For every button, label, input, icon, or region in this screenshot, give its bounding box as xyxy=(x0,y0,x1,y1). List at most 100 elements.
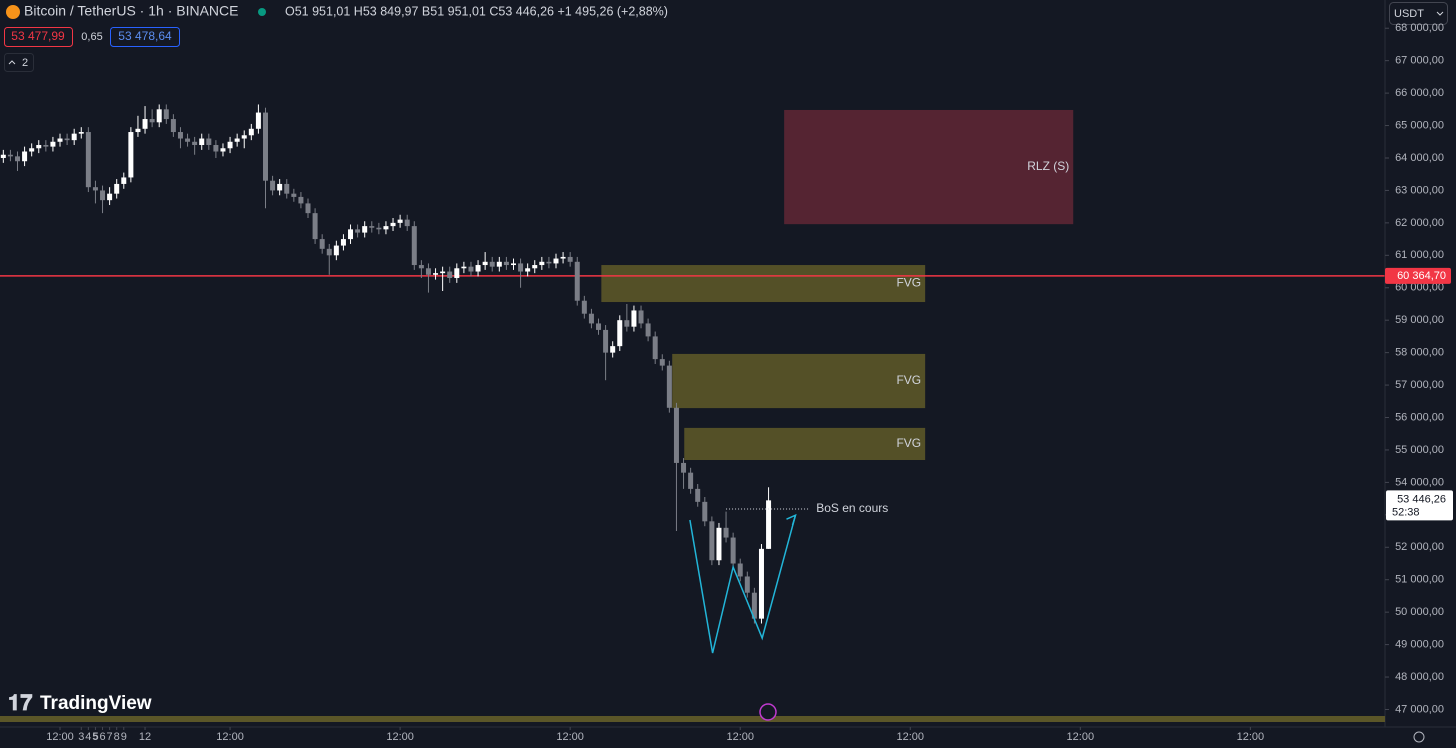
candle-body xyxy=(631,310,637,327)
candle-body xyxy=(234,138,240,142)
candle-body xyxy=(376,227,382,230)
last-price-label: 53 446,26 xyxy=(1397,493,1446,505)
candle-body xyxy=(319,239,325,249)
candle-body xyxy=(262,112,268,181)
candle-body xyxy=(369,226,375,228)
candle-body xyxy=(163,109,169,120)
brand: TradingView xyxy=(40,693,152,714)
candle-body xyxy=(744,576,750,593)
y-tick-label: 68 000,00 xyxy=(1395,22,1444,34)
candle-body xyxy=(390,222,396,227)
candle-body xyxy=(64,138,70,141)
candle-body xyxy=(418,265,424,269)
session-strip xyxy=(0,716,1385,722)
price-line-label: 60 364,70 xyxy=(1397,270,1446,282)
y-tick-label: 63 000,00 xyxy=(1395,184,1444,196)
candle-body xyxy=(199,138,205,146)
candle-body xyxy=(588,313,594,324)
bid-box[interactable] xyxy=(4,27,73,47)
candle-body xyxy=(78,132,84,134)
chevron xyxy=(8,60,16,65)
candle-body xyxy=(454,268,460,279)
candle-body xyxy=(206,138,212,146)
y-tick-label: 52 000,00 xyxy=(1395,541,1444,553)
zone-label: FVG xyxy=(896,436,921,450)
candle-body xyxy=(567,256,573,262)
zone xyxy=(601,265,926,303)
candle-body xyxy=(305,203,311,214)
y-tick-label: 64 000,00 xyxy=(1395,152,1444,164)
ask: 53 478,64 xyxy=(118,29,172,43)
candle-body xyxy=(581,300,587,314)
candle-body xyxy=(553,258,559,264)
candle-body xyxy=(284,183,290,194)
y-tick-label: 60 000,00 xyxy=(1395,282,1444,294)
ask-box[interactable] xyxy=(110,27,180,47)
x-tick-label: 12:00 xyxy=(46,731,74,743)
x-tick-label: 6 xyxy=(99,731,105,743)
candle-body xyxy=(496,261,502,267)
candle-body xyxy=(411,226,417,266)
candle-body xyxy=(617,320,623,347)
indicators-toggle[interactable] xyxy=(4,53,34,72)
x-tick-label: 12:00 xyxy=(1067,731,1095,743)
zone xyxy=(784,109,1074,225)
candle-body xyxy=(659,359,665,366)
candle-body xyxy=(702,501,708,522)
coin-icon xyxy=(6,5,20,19)
indicators-count: 2 xyxy=(22,57,28,69)
candle-body xyxy=(270,180,276,191)
x-tick-label: 4 xyxy=(85,731,91,743)
y-tick-label: 59 000,00 xyxy=(1395,314,1444,326)
y-tick-label: 56 000,00 xyxy=(1395,411,1444,423)
countdown: 52:38 xyxy=(1392,506,1420,518)
candle-body xyxy=(22,151,28,162)
x-tick-label: 8 xyxy=(114,731,120,743)
x-tick-label: 3 xyxy=(78,731,84,743)
candle-body xyxy=(751,592,757,619)
currency-button[interactable] xyxy=(1389,2,1448,25)
candle-body xyxy=(220,148,226,152)
candle-body xyxy=(447,271,453,279)
candle-body xyxy=(404,219,410,227)
zone-label: FVG xyxy=(896,373,921,387)
x-tick-label: 12:00 xyxy=(1237,731,1265,743)
y-tick-label: 49 000,00 xyxy=(1395,639,1444,651)
candle-body xyxy=(50,141,56,147)
candle-body xyxy=(43,145,49,147)
y-tick-label: 57 000,00 xyxy=(1395,379,1444,391)
candle-body xyxy=(525,268,531,272)
events-icon[interactable] xyxy=(759,703,777,721)
plot-area: RLZ (S) FVG FVG FVG BoS en cours xyxy=(0,104,1385,654)
candle-body xyxy=(362,226,368,233)
candle-body xyxy=(532,265,538,269)
candle-body xyxy=(574,261,580,301)
candle-body xyxy=(489,261,495,267)
candle-body xyxy=(36,145,42,149)
candle-body xyxy=(185,138,191,142)
candle-body xyxy=(596,323,602,330)
chevron xyxy=(1436,11,1444,16)
candle-body xyxy=(255,112,261,129)
x-tick-label: 12:00 xyxy=(556,731,584,743)
candle-body xyxy=(425,268,431,275)
y-tick-label: 51 000,00 xyxy=(1395,574,1444,586)
arrow-head xyxy=(786,513,797,526)
candle-body xyxy=(603,329,609,353)
candle-body xyxy=(340,239,346,246)
candle-body xyxy=(737,563,743,577)
candle-body xyxy=(156,109,162,123)
x-tick-label: 12:00 xyxy=(726,731,754,743)
candle-body xyxy=(192,141,198,146)
candle-body xyxy=(100,190,106,201)
zone xyxy=(672,353,926,409)
candle-body xyxy=(213,145,219,152)
candle-body xyxy=(291,193,297,197)
settings-icon[interactable] xyxy=(1413,731,1425,743)
candle-body xyxy=(142,119,148,129)
x-tick-label: 12:00 xyxy=(897,731,925,743)
y-tick-label: 65 000,00 xyxy=(1395,119,1444,131)
status-dot xyxy=(258,8,266,16)
bos-label: BoS en cours xyxy=(816,501,888,515)
